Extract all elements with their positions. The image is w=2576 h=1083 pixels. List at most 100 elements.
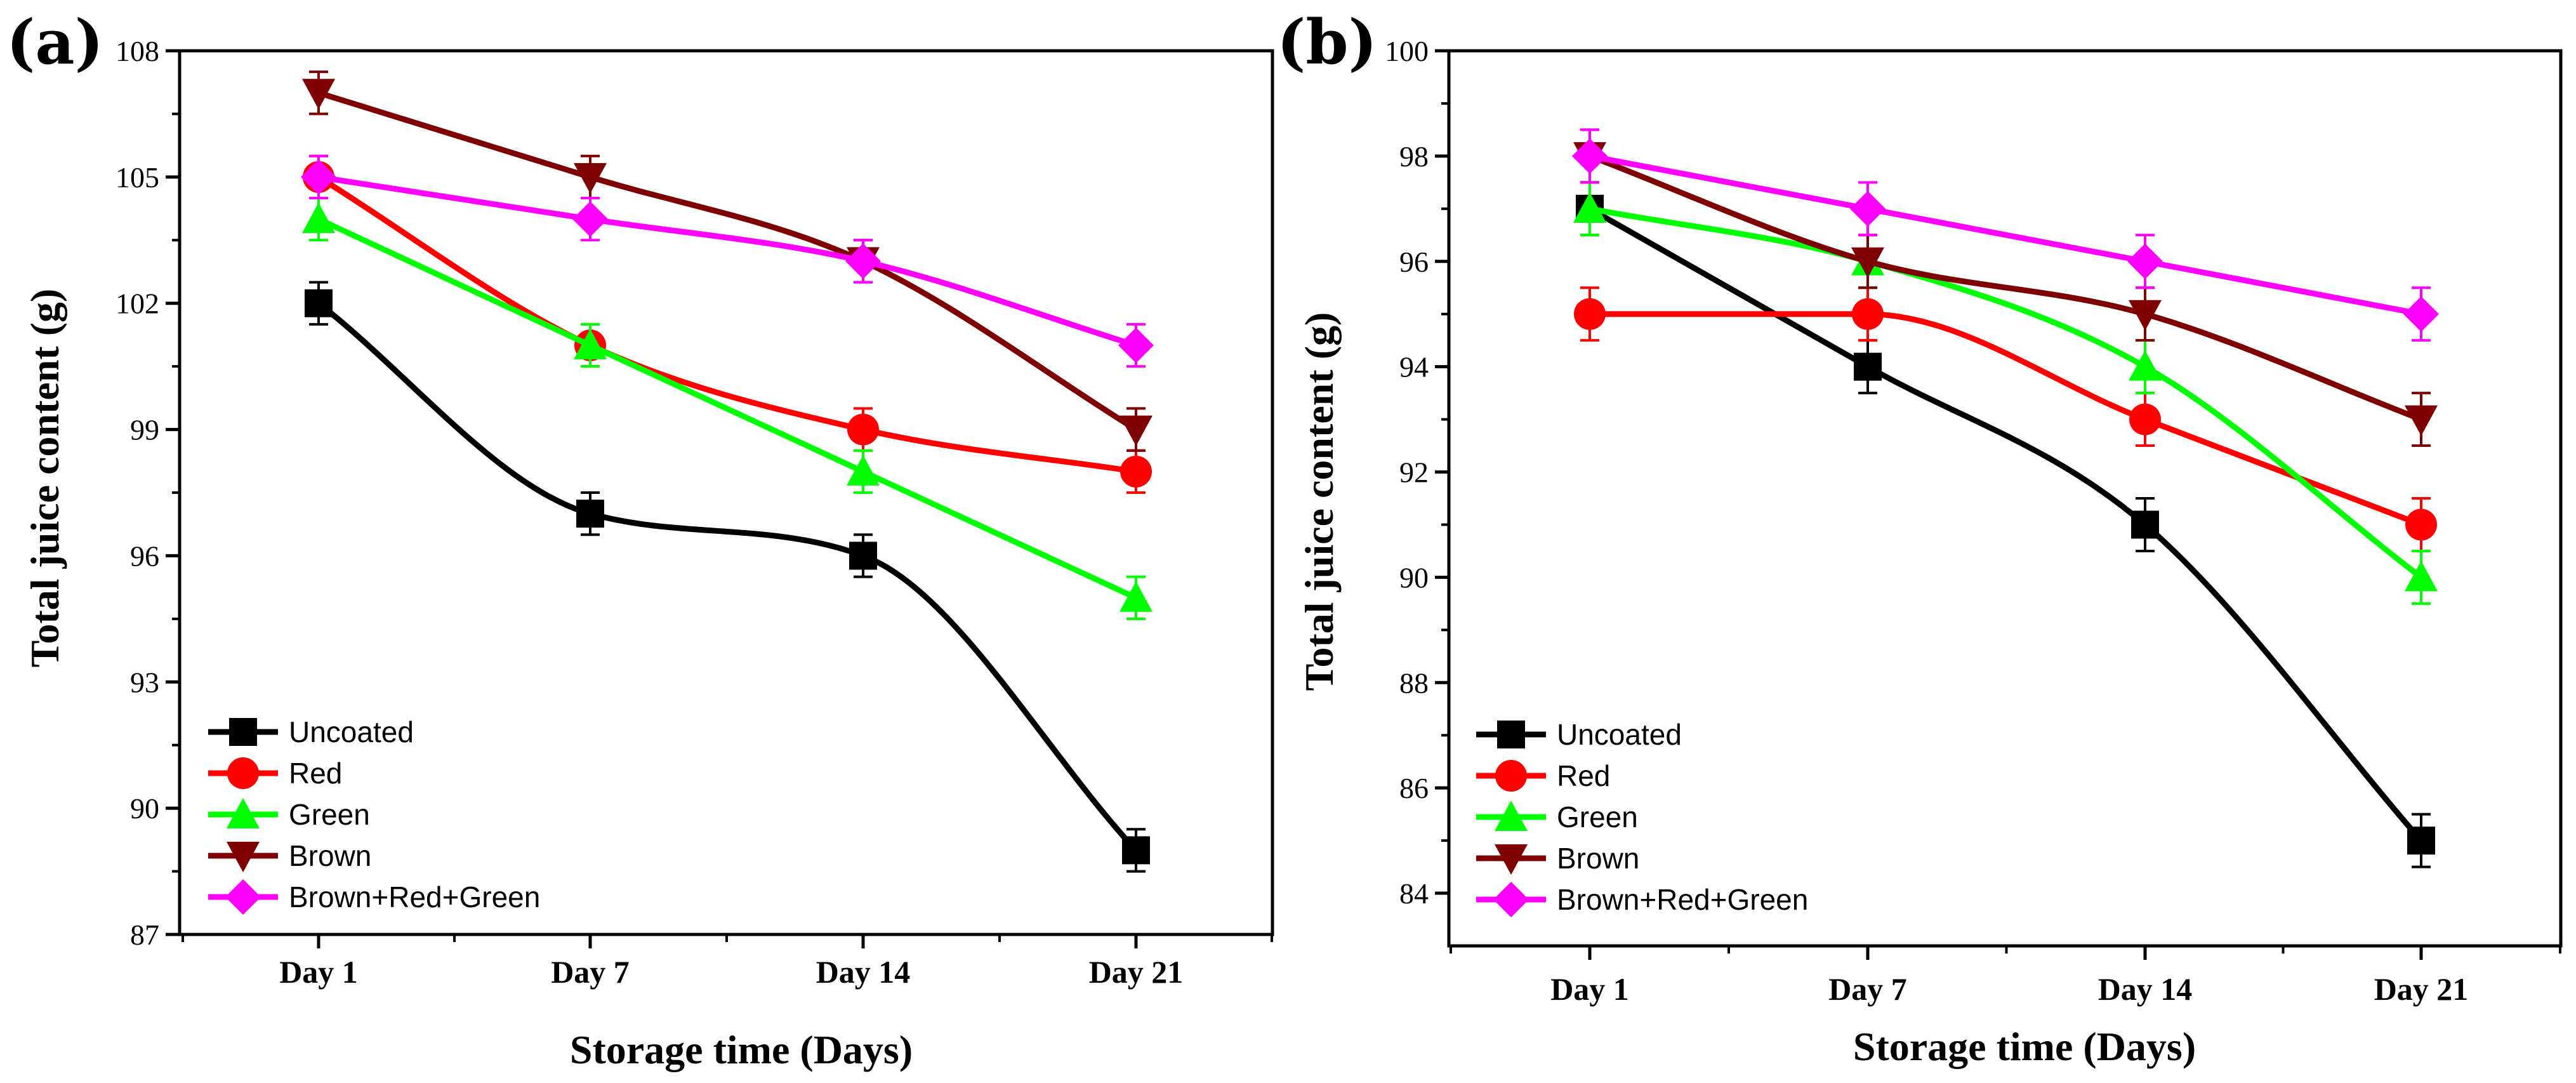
y-tick-label: 96 (1399, 246, 1429, 278)
data-point (847, 413, 879, 446)
legend-label: Brown (1557, 842, 1639, 875)
plot-frame (1447, 49, 2563, 948)
legend-entry: Brown (208, 839, 371, 872)
data-point (302, 79, 335, 110)
legend-entry: Brown+Red+Green (1476, 882, 1808, 917)
y-tick-label: 99 (130, 414, 159, 446)
legend-label: Green (1557, 801, 1638, 834)
x-tick-label: Day 14 (2098, 971, 2193, 1007)
series-red (303, 154, 1152, 494)
legend-entry: Uncoated (208, 715, 414, 748)
data-point (302, 203, 335, 234)
chart-panel-b: (b) 84 86 88 90 92 94 96 98 100 Day 1 Day 7 Day 14 D… (1277, 6, 2563, 1069)
data-point (849, 542, 877, 570)
legend-label: Red (1557, 759, 1610, 792)
data-point (1851, 247, 1884, 278)
data-point (1120, 455, 1152, 488)
y-tick-label: 98 (1399, 140, 1429, 173)
legend: Uncoated Red Green Brown Brown+Red+Green (1476, 718, 1808, 917)
y-tick-label: 93 (130, 666, 159, 698)
legend-label: Brown (289, 839, 371, 872)
data-point (1850, 190, 1886, 227)
legend-marker (229, 718, 257, 746)
series-line (315, 90, 1139, 433)
x-tick-label: Day 21 (1089, 954, 1184, 990)
series-line (315, 174, 1139, 349)
x-tick-label: Day 1 (279, 954, 358, 990)
data-point (301, 159, 336, 195)
legend-marker (1495, 760, 1527, 792)
y-tick-label: 88 (1399, 667, 1429, 699)
x-tick-label: Day 1 (1550, 971, 1629, 1007)
y-axis-title: Total juice content (g) (1297, 312, 1342, 691)
tick-layer: 87 90 93 96 99 102 105 108 Day 1 Day 7 Day 14 Day 2… (116, 35, 1273, 990)
series-green (1573, 181, 2438, 605)
y-tick-label: 87 (130, 919, 159, 951)
legend-label: Green (289, 798, 370, 831)
y-tick-label: 102 (116, 288, 159, 320)
data-point (305, 289, 333, 317)
data-point (572, 201, 608, 237)
series-green (302, 197, 1153, 620)
legend-entry: Brown (1476, 842, 1639, 875)
data-point (1120, 415, 1153, 446)
legend-label: Brown+Red+Green (289, 880, 540, 914)
data-point (2405, 405, 2438, 436)
x-tick-label: Day 14 (816, 954, 911, 990)
data-point (2403, 296, 2439, 332)
x-tick-label: Day 21 (2374, 971, 2469, 1007)
data-point (1852, 298, 1884, 330)
x-axis-title: Storage time (Days) (1853, 1024, 2196, 1069)
series-uncoated (305, 281, 1150, 873)
y-tick-label: 86 (1399, 772, 1429, 804)
series-brown-red-green (1572, 128, 2439, 342)
legend-marker (1495, 801, 1528, 831)
data-point (2407, 827, 2435, 855)
legend-entry: Green (208, 798, 370, 831)
series-line (1587, 153, 2424, 317)
series-line (1587, 206, 2424, 844)
legend-marker (227, 757, 259, 789)
x-axis-title: Storage time (Days) (570, 1027, 913, 1072)
data-point (1854, 352, 1882, 381)
legend-label: Uncoated (289, 715, 414, 748)
data-point (1120, 581, 1153, 612)
legend-marker (1495, 844, 1528, 875)
data-point (2129, 403, 2161, 435)
data-point (574, 329, 607, 359)
legend-label: Uncoated (1557, 718, 1682, 751)
data-point (574, 163, 607, 194)
data-point (1574, 298, 1606, 330)
data-point (1122, 836, 1150, 865)
series-line (315, 174, 1139, 475)
data-point (1118, 328, 1154, 363)
data-point (2129, 350, 2162, 381)
data-point (2405, 561, 2438, 592)
y-tick-label: 108 (116, 35, 159, 67)
legend-entry: Brown+Red+Green (208, 879, 540, 915)
chart-panel-a: (a) 87 90 93 96 99 102 105 108 Day 1 Day 7 Day 14 D… (6, 6, 1274, 1072)
data-point (1573, 192, 1606, 223)
legend-entry: Uncoated (1476, 718, 1682, 751)
data-point (576, 500, 604, 528)
x-tick-label: Day 7 (1828, 971, 1907, 1007)
y-tick-label: 90 (1399, 561, 1429, 594)
data-point (845, 243, 881, 279)
series-line (315, 216, 1139, 601)
panel-label: (a) (6, 6, 103, 78)
y-tick-label: 84 (1399, 877, 1429, 910)
series-line (1587, 206, 2424, 580)
legend: Uncoated Red Green Brown Brown+Red+Green (208, 715, 540, 915)
panel-label: (b) (1277, 6, 1377, 78)
y-tick-label: 94 (1399, 351, 1429, 383)
series-layer (1572, 128, 2439, 868)
data-point (2129, 300, 2162, 331)
data-point (2127, 243, 2163, 279)
series-line (315, 300, 1139, 853)
y-tick-label: 92 (1399, 456, 1429, 489)
legend-marker (1497, 721, 1525, 748)
legend-entry: Red (208, 757, 342, 790)
legend-marker (1493, 882, 1529, 917)
legend-label: Red (289, 757, 342, 790)
